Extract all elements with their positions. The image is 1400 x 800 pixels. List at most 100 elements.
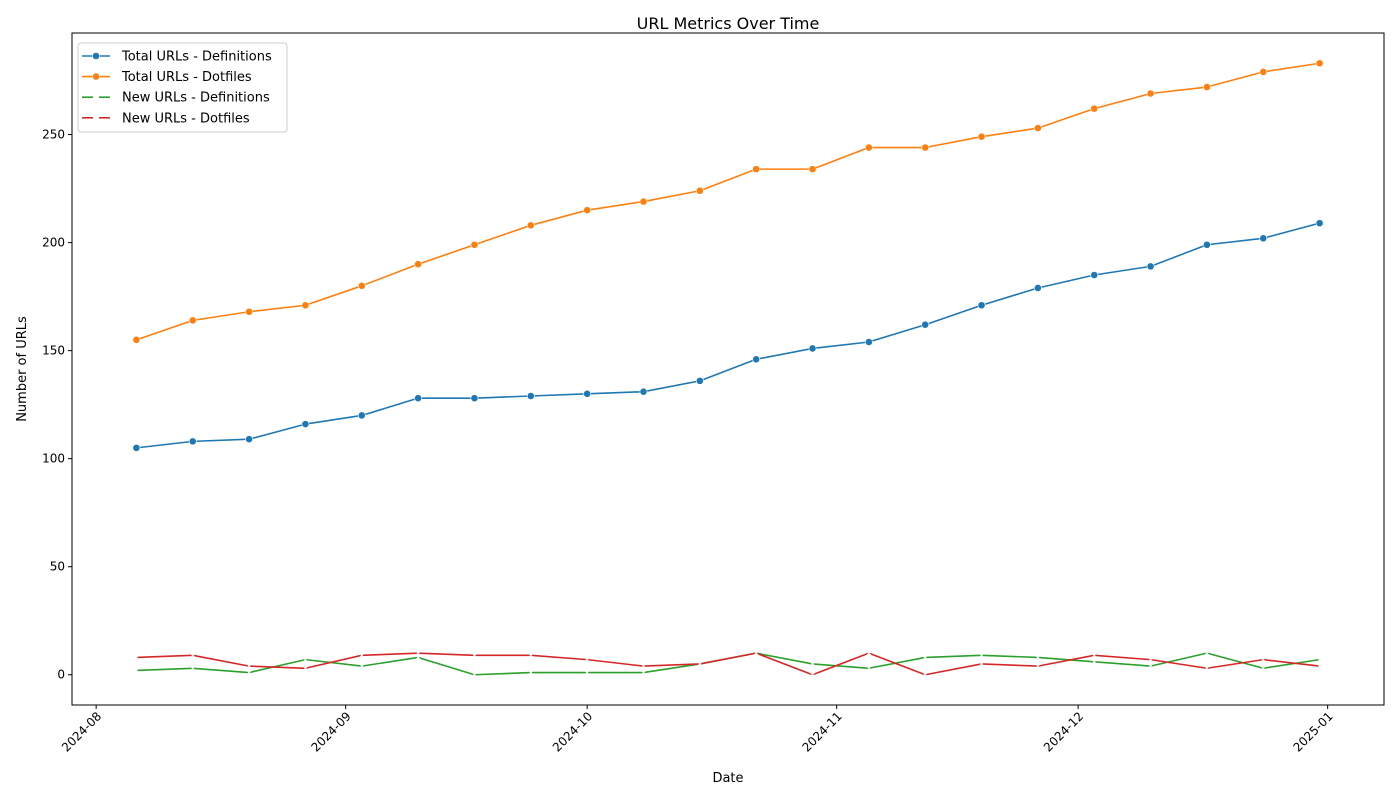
data-point <box>133 654 139 661</box>
data-point <box>471 652 478 658</box>
legend-item: New URLs - Dotfiles <box>82 111 250 126</box>
data-point <box>1033 284 1042 292</box>
y-tick-label: 100 <box>42 452 65 466</box>
data-point <box>864 143 873 152</box>
y-tick-label: 200 <box>42 236 65 250</box>
legend: Total URLs - Definitions Total URLs - Dot… <box>77 42 288 133</box>
data-point <box>1260 657 1266 663</box>
data-point <box>1203 240 1211 249</box>
data-point <box>1091 659 1097 665</box>
data-point <box>302 657 308 663</box>
data-point <box>584 670 590 676</box>
y-tick-label: 150 <box>42 344 65 358</box>
data-point <box>245 435 253 444</box>
data-point <box>188 316 197 325</box>
plot-frame <box>71 32 1385 706</box>
data-point <box>1090 104 1099 113</box>
data-point <box>583 389 592 398</box>
data-point <box>132 335 141 344</box>
data-point <box>866 665 872 671</box>
data-point <box>415 650 421 656</box>
data-point <box>1259 67 1268 76</box>
data-point <box>808 344 817 353</box>
data-point <box>978 652 985 658</box>
data-point <box>584 657 590 663</box>
data-point <box>695 376 704 385</box>
legend-item: New URLs - Definitions <box>82 91 270 106</box>
data-point <box>1317 657 1323 663</box>
data-point <box>922 672 928 678</box>
data-point <box>864 338 873 346</box>
data-point <box>301 420 310 428</box>
data-point <box>357 281 366 290</box>
data-point <box>526 221 535 230</box>
data-point <box>245 307 253 316</box>
data-point <box>132 443 141 452</box>
legend-label: Total URLs - Dotfiles <box>121 70 252 85</box>
data-point <box>471 672 478 678</box>
data-point <box>1315 59 1324 68</box>
data-point <box>526 392 535 400</box>
data-point <box>188 437 197 446</box>
data-point <box>359 652 365 658</box>
data-point <box>752 355 761 364</box>
series-line <box>136 62 1320 341</box>
series-0 <box>132 219 1324 452</box>
data-point <box>583 206 592 215</box>
y-axis: 0 50 100 150 200 250 <box>42 128 72 682</box>
y-tick-label: 50 <box>50 560 65 574</box>
data-point <box>753 650 759 656</box>
chart-title: URL Metrics Over Time <box>637 14 820 33</box>
y-tick-label: 0 <box>57 668 65 682</box>
data-point <box>1204 650 1210 656</box>
data-point <box>1146 89 1155 98</box>
data-point <box>133 667 139 673</box>
series-line <box>136 222 1320 449</box>
data-point <box>1035 654 1041 661</box>
data-point <box>415 654 421 661</box>
data-point <box>921 320 930 329</box>
series-1 <box>132 59 1324 344</box>
data-point <box>246 663 252 669</box>
data-point <box>1090 271 1099 279</box>
data-point <box>978 661 985 667</box>
data-point <box>1204 665 1210 671</box>
plot-area <box>132 59 1324 678</box>
legend-item: Total URLs - Dotfiles <box>82 70 252 85</box>
data-point <box>190 665 196 671</box>
data-point <box>752 165 761 174</box>
data-point <box>1091 652 1097 658</box>
legend-label: New URLs - Definitions <box>122 91 270 106</box>
data-point <box>246 670 252 676</box>
data-point <box>359 663 365 669</box>
legend-swatch-marker <box>92 72 100 81</box>
legend-swatch-marker <box>92 52 100 60</box>
data-point <box>808 165 817 174</box>
data-point <box>640 670 647 676</box>
data-point <box>470 394 479 403</box>
series-3 <box>133 650 1323 678</box>
data-point <box>1148 663 1154 669</box>
legend-box <box>77 42 288 133</box>
y-tick-label: 250 <box>42 128 65 142</box>
x-axis-title: Date <box>712 771 743 786</box>
series-line <box>136 652 1320 676</box>
data-point <box>1033 124 1042 132</box>
data-point <box>302 665 308 671</box>
legend-label: Total URLs - Definitions <box>121 50 272 65</box>
data-point <box>1317 663 1323 669</box>
data-point <box>640 663 647 669</box>
legend-label: New URLs - Dotfiles <box>122 111 250 126</box>
data-point <box>809 672 816 678</box>
data-point <box>921 143 930 152</box>
data-point <box>977 132 986 141</box>
data-point <box>414 394 423 403</box>
data-point <box>697 661 703 667</box>
data-point <box>809 661 816 667</box>
data-point <box>1203 83 1211 91</box>
data-point <box>528 652 534 658</box>
data-point <box>1259 234 1268 243</box>
data-point <box>866 650 872 656</box>
